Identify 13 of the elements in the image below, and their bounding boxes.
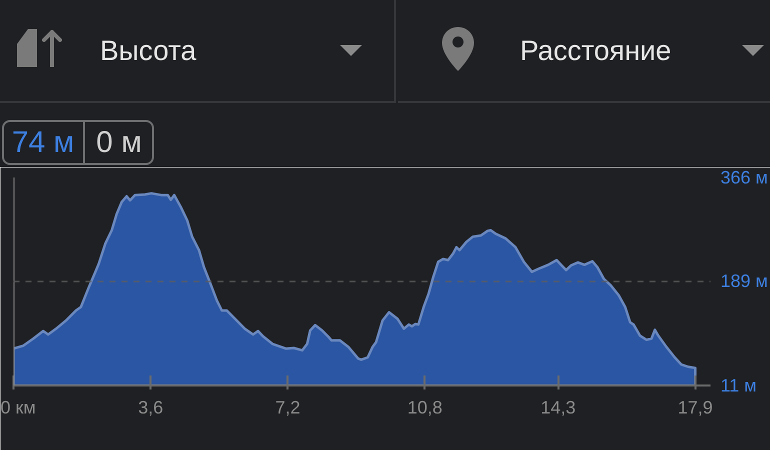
x-tick-label: 10,8 bbox=[407, 398, 442, 418]
text: 74 м bbox=[10, 125, 76, 161]
text: 0 м bbox=[95, 125, 143, 161]
x-tick-label: 17,9 bbox=[678, 398, 713, 418]
x-tick-label: 7,2 bbox=[275, 398, 300, 418]
x-tick-label: 3,6 bbox=[138, 398, 164, 418]
x-tick-label: 0 км bbox=[0, 398, 36, 418]
y-axis-title: Высота bbox=[100, 34, 196, 68]
y-tick-label: 189 м bbox=[720, 271, 768, 292]
x-tick-label: 14,3 bbox=[540, 398, 576, 418]
x-axis-title: Расстояние bbox=[520, 34, 672, 68]
y-tick-label: 11 м bbox=[720, 376, 757, 396]
y-tick-label: 366 м bbox=[720, 168, 768, 188]
